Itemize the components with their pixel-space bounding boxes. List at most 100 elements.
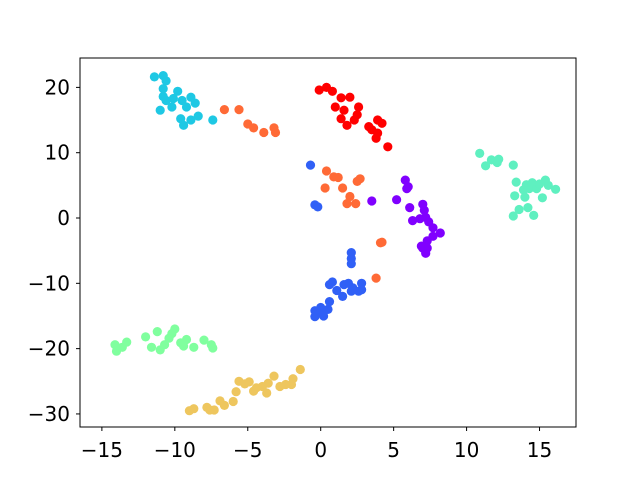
data-point <box>160 340 170 350</box>
data-point <box>371 273 381 283</box>
data-point <box>259 127 269 138</box>
x-tick-label: 5 <box>387 438 400 462</box>
data-point <box>338 183 348 193</box>
data-point <box>141 332 151 342</box>
x-axis: −15 −10 −5 0 5 10 15 <box>81 427 552 462</box>
data-point <box>352 110 362 120</box>
data-point <box>351 199 361 209</box>
data-point <box>152 327 162 337</box>
data-point <box>419 205 429 215</box>
data-point <box>146 342 157 352</box>
data-point <box>269 371 279 381</box>
y-tick-label: 10 <box>45 141 70 165</box>
data-point <box>371 133 381 143</box>
data-point <box>428 223 438 233</box>
data-point <box>149 72 159 82</box>
x-tick-label: −15 <box>81 438 123 462</box>
data-point <box>357 278 367 288</box>
data-point <box>168 93 178 104</box>
data-point <box>158 84 168 94</box>
data-point <box>508 211 518 221</box>
data-point <box>346 259 356 269</box>
data-point <box>122 337 132 347</box>
data-point <box>537 193 548 203</box>
x-tick-label: 0 <box>314 438 327 462</box>
data-point <box>219 105 229 115</box>
data-point <box>475 148 485 158</box>
data-point <box>199 335 209 345</box>
x-tick-label: 10 <box>454 438 479 462</box>
data-point <box>173 86 183 96</box>
data-point <box>327 86 337 96</box>
data-point <box>481 161 491 171</box>
data-point <box>208 115 218 125</box>
data-point <box>234 105 244 115</box>
data-point <box>321 166 332 176</box>
y-tick-label: 0 <box>57 206 70 230</box>
data-point <box>508 160 518 170</box>
data-point <box>354 102 364 112</box>
data-point <box>313 202 323 212</box>
data-point <box>189 342 199 352</box>
data-point <box>333 172 343 183</box>
data-point <box>373 115 383 125</box>
data-point <box>320 183 330 193</box>
data-point <box>270 127 281 138</box>
data-point <box>177 95 187 106</box>
data-point <box>170 324 180 334</box>
data-point <box>336 114 346 124</box>
x-tick-label: 15 <box>527 438 552 462</box>
y-tick-label: −20 <box>28 337 70 361</box>
data-point <box>244 377 254 387</box>
data-point <box>428 231 438 241</box>
data-point <box>295 364 305 375</box>
data-point <box>332 285 342 296</box>
data-point <box>323 304 333 314</box>
x-tick-label: −5 <box>233 438 262 462</box>
data-points <box>110 71 561 416</box>
data-point <box>510 191 520 201</box>
data-point <box>189 404 199 414</box>
data-point <box>520 192 530 202</box>
data-point <box>209 405 219 415</box>
data-point <box>551 184 561 194</box>
data-point <box>155 105 165 115</box>
data-point <box>327 277 337 287</box>
data-point <box>208 343 218 353</box>
data-point <box>181 334 192 345</box>
data-point <box>405 203 415 213</box>
data-point <box>511 177 521 187</box>
data-point <box>316 302 326 313</box>
data-point <box>249 123 259 133</box>
data-point <box>288 374 298 384</box>
data-point <box>262 388 272 398</box>
data-point <box>377 237 387 247</box>
data-point <box>367 196 377 206</box>
data-point <box>392 195 402 205</box>
data-point <box>514 204 524 215</box>
data-point <box>422 243 432 253</box>
data-point <box>167 102 177 112</box>
data-point <box>529 210 539 220</box>
data-point <box>161 76 171 86</box>
data-point <box>339 105 349 115</box>
data-point <box>355 174 365 184</box>
data-point <box>305 160 316 170</box>
data-point <box>190 98 200 108</box>
data-point <box>319 311 329 321</box>
data-point <box>338 291 348 301</box>
y-tick-label: 20 <box>45 75 70 99</box>
data-point <box>176 114 186 124</box>
plot-area-frame <box>79 57 577 428</box>
data-point <box>383 142 393 152</box>
data-point <box>523 203 533 213</box>
data-point <box>435 228 445 238</box>
data-point <box>193 111 203 121</box>
y-tick-label: −30 <box>28 402 70 426</box>
data-point <box>330 102 340 112</box>
data-point <box>345 92 355 102</box>
data-point <box>158 91 168 102</box>
data-point <box>181 102 192 112</box>
data-point <box>342 199 352 209</box>
